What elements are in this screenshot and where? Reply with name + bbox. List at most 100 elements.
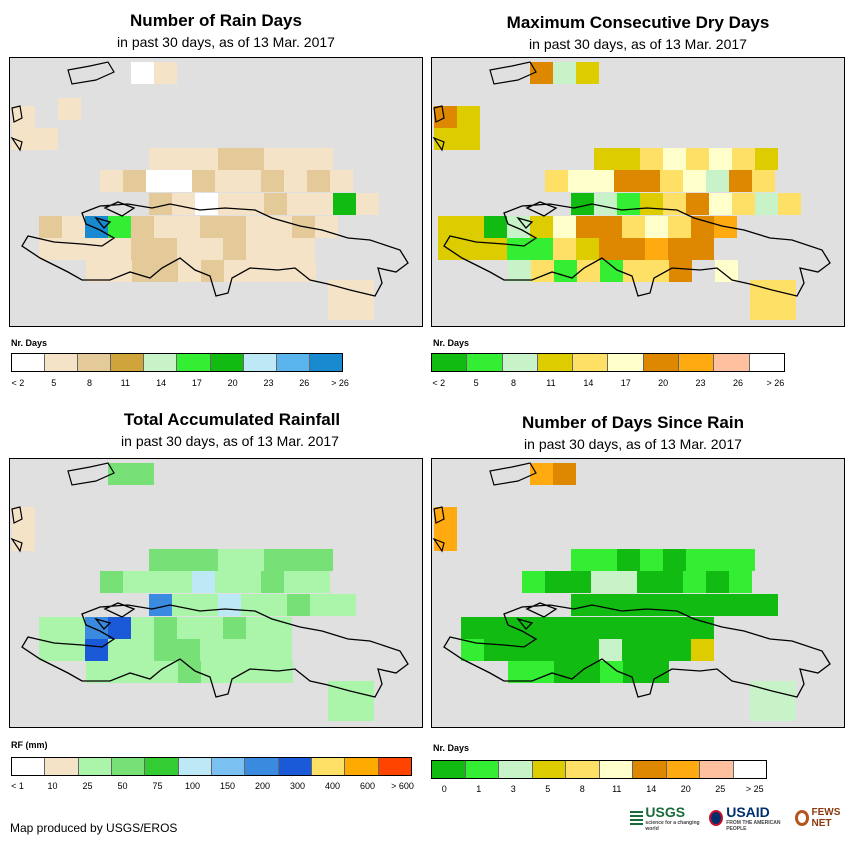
map-grid-cell — [172, 193, 195, 215]
map-grid-cell — [201, 661, 224, 683]
legend-swatch — [178, 758, 212, 775]
map-grid-cell — [576, 617, 599, 639]
legend-swatch — [243, 354, 277, 371]
legend-swatch — [502, 354, 538, 371]
map-svg — [10, 61, 409, 320]
map-grid-cell — [287, 193, 310, 215]
map-grid-cell — [640, 549, 663, 571]
legend-title-days-since-rain: Nr. Days — [433, 743, 470, 753]
map-dry-days[interactable] — [431, 57, 845, 327]
bahamas-coastline — [10, 462, 115, 553]
map-grid-cell — [154, 216, 177, 238]
map-grid-cell — [356, 193, 379, 215]
map-grid-cell — [683, 170, 706, 192]
map-grid-cell — [223, 238, 246, 260]
map-grid-cell — [706, 571, 729, 593]
map-grid-cell — [261, 571, 284, 593]
map-grid-cell — [614, 571, 637, 593]
legend-swatch — [532, 761, 566, 778]
legend-swatch — [467, 354, 503, 371]
map-grid-cell — [599, 216, 622, 238]
map-grid-cell — [269, 639, 292, 661]
map-grid-cell — [461, 639, 484, 661]
legend-bar-rain-days — [11, 353, 343, 372]
map-grid-cell — [617, 148, 640, 170]
map-grid-cell — [218, 549, 241, 571]
map-grid-cell — [530, 639, 553, 661]
legend-swatch — [666, 761, 700, 778]
legend-tick-label: 20 — [227, 378, 238, 388]
legend-tick-label: 25 — [82, 781, 93, 791]
map-grid-cell — [108, 463, 131, 485]
legend-tick-label: < 1 — [11, 781, 24, 791]
map-grid-cell — [646, 661, 669, 683]
fews-logo: FEWS NET — [795, 807, 854, 829]
map-grid-cell — [169, 571, 192, 593]
map-rainfall[interactable] — [9, 458, 423, 728]
legend-tick-label: 50 — [117, 781, 128, 791]
map-rain-days[interactable] — [9, 57, 423, 327]
map-grid-cell — [614, 170, 637, 192]
map-grid-cell — [123, 170, 146, 192]
map-days-since-rain[interactable] — [431, 458, 845, 728]
legend-swatch — [245, 758, 279, 775]
map-grid-cell — [287, 549, 310, 571]
map-grid-cell — [62, 639, 85, 661]
legend-tick-label: > 600 — [391, 781, 414, 791]
bahamas-coastline — [10, 61, 115, 152]
map-grid-cell — [645, 617, 668, 639]
map-grid-cell — [269, 238, 292, 260]
map-grid-cell — [241, 594, 264, 616]
map-grid-cell — [434, 128, 457, 150]
map-grid-cell — [715, 260, 738, 282]
map-grid-cell — [310, 193, 333, 215]
map-grid-cell — [315, 216, 338, 238]
map-grid-cell — [62, 216, 85, 238]
map-svg — [432, 462, 831, 721]
map-grid-cell — [132, 661, 155, 683]
map-grid-cell — [617, 193, 640, 215]
legend-swatch — [643, 354, 680, 371]
map-grid-cell — [149, 594, 172, 616]
legend-tick-label: 23 — [695, 378, 706, 388]
legend-swatch — [733, 761, 766, 778]
map-grid-cell — [531, 260, 554, 282]
map-grid-cell — [62, 617, 85, 639]
legend-tick-label: < 2 — [432, 378, 446, 388]
map-grid-cell — [522, 571, 545, 593]
map-grid-cell — [195, 148, 218, 170]
map-grid-cell — [146, 170, 169, 192]
map-grid-cell — [732, 594, 755, 616]
legend-title-rainfall: RF (mm) — [11, 740, 48, 750]
map-grid-cell — [637, 571, 660, 593]
legend-swatch — [679, 354, 715, 371]
map-grid-cell — [599, 617, 622, 639]
map-grid-cell — [577, 661, 600, 683]
map-grid-cell — [594, 594, 617, 616]
map-grid-cell — [292, 238, 315, 260]
map-grid-cell — [553, 238, 576, 260]
map-grid-cell — [457, 128, 480, 150]
map-grid-cell — [307, 170, 330, 192]
usaid-logo: USAID FROM THE AMERICAN PEOPLE — [709, 804, 789, 832]
legend-title-rain-days: Nr. Days — [11, 338, 48, 348]
map-grid-cell — [246, 238, 269, 260]
map-grid-cell — [594, 148, 617, 170]
map-grid-cell — [507, 617, 530, 639]
map-grid-cell — [691, 617, 714, 639]
map-grid-cell — [109, 661, 132, 683]
map-grid-cell — [264, 193, 287, 215]
map-grid-cell — [108, 238, 131, 260]
map-grid-cell — [154, 62, 177, 84]
legend-tick-label: 25 — [715, 784, 726, 794]
map-grid-cell — [177, 617, 200, 639]
legend-swatch — [144, 354, 178, 371]
hispaniola-coastline — [21, 201, 409, 297]
map-grid-cell — [270, 260, 293, 282]
map-grid-cell — [85, 216, 108, 238]
map-grid-cell — [287, 148, 310, 170]
legend-bar-days-since-rain — [431, 760, 767, 779]
map-grid-cell — [195, 193, 218, 215]
map-grid-cell — [200, 216, 223, 238]
legend-tick-label: < 2 — [11, 378, 25, 388]
